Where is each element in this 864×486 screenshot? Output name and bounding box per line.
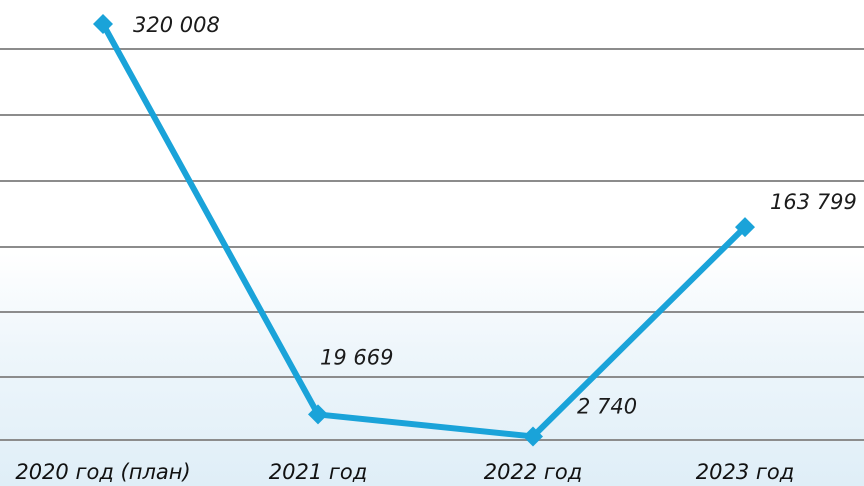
x-tick-label-2: 2022 год — [484, 460, 583, 484]
data-label-1: 19 669 — [320, 345, 393, 369]
data-labels: 320 008 19 669 2 740 163 799 — [133, 13, 857, 418]
data-point-2 — [523, 426, 543, 447]
series-layer — [93, 14, 755, 447]
x-tick-label-0: 2020 год (план) — [15, 460, 190, 484]
gridlines — [0, 48, 864, 441]
series-line — [100, 21, 748, 440]
data-point-3 — [735, 217, 755, 238]
data-label-0: 320 008 — [133, 13, 220, 37]
x-tick-label-3: 2023 год — [696, 460, 795, 484]
data-point-1 — [308, 404, 328, 425]
data-point-0 — [93, 14, 113, 34]
x-tick-label-1: 2021 год — [269, 460, 368, 484]
data-label-3: 163 799 — [770, 190, 857, 214]
x-tick-labels: 2020 год (план) 2021 год 2022 год 2023 год — [15, 460, 794, 484]
data-label-2: 2 740 — [577, 394, 637, 418]
